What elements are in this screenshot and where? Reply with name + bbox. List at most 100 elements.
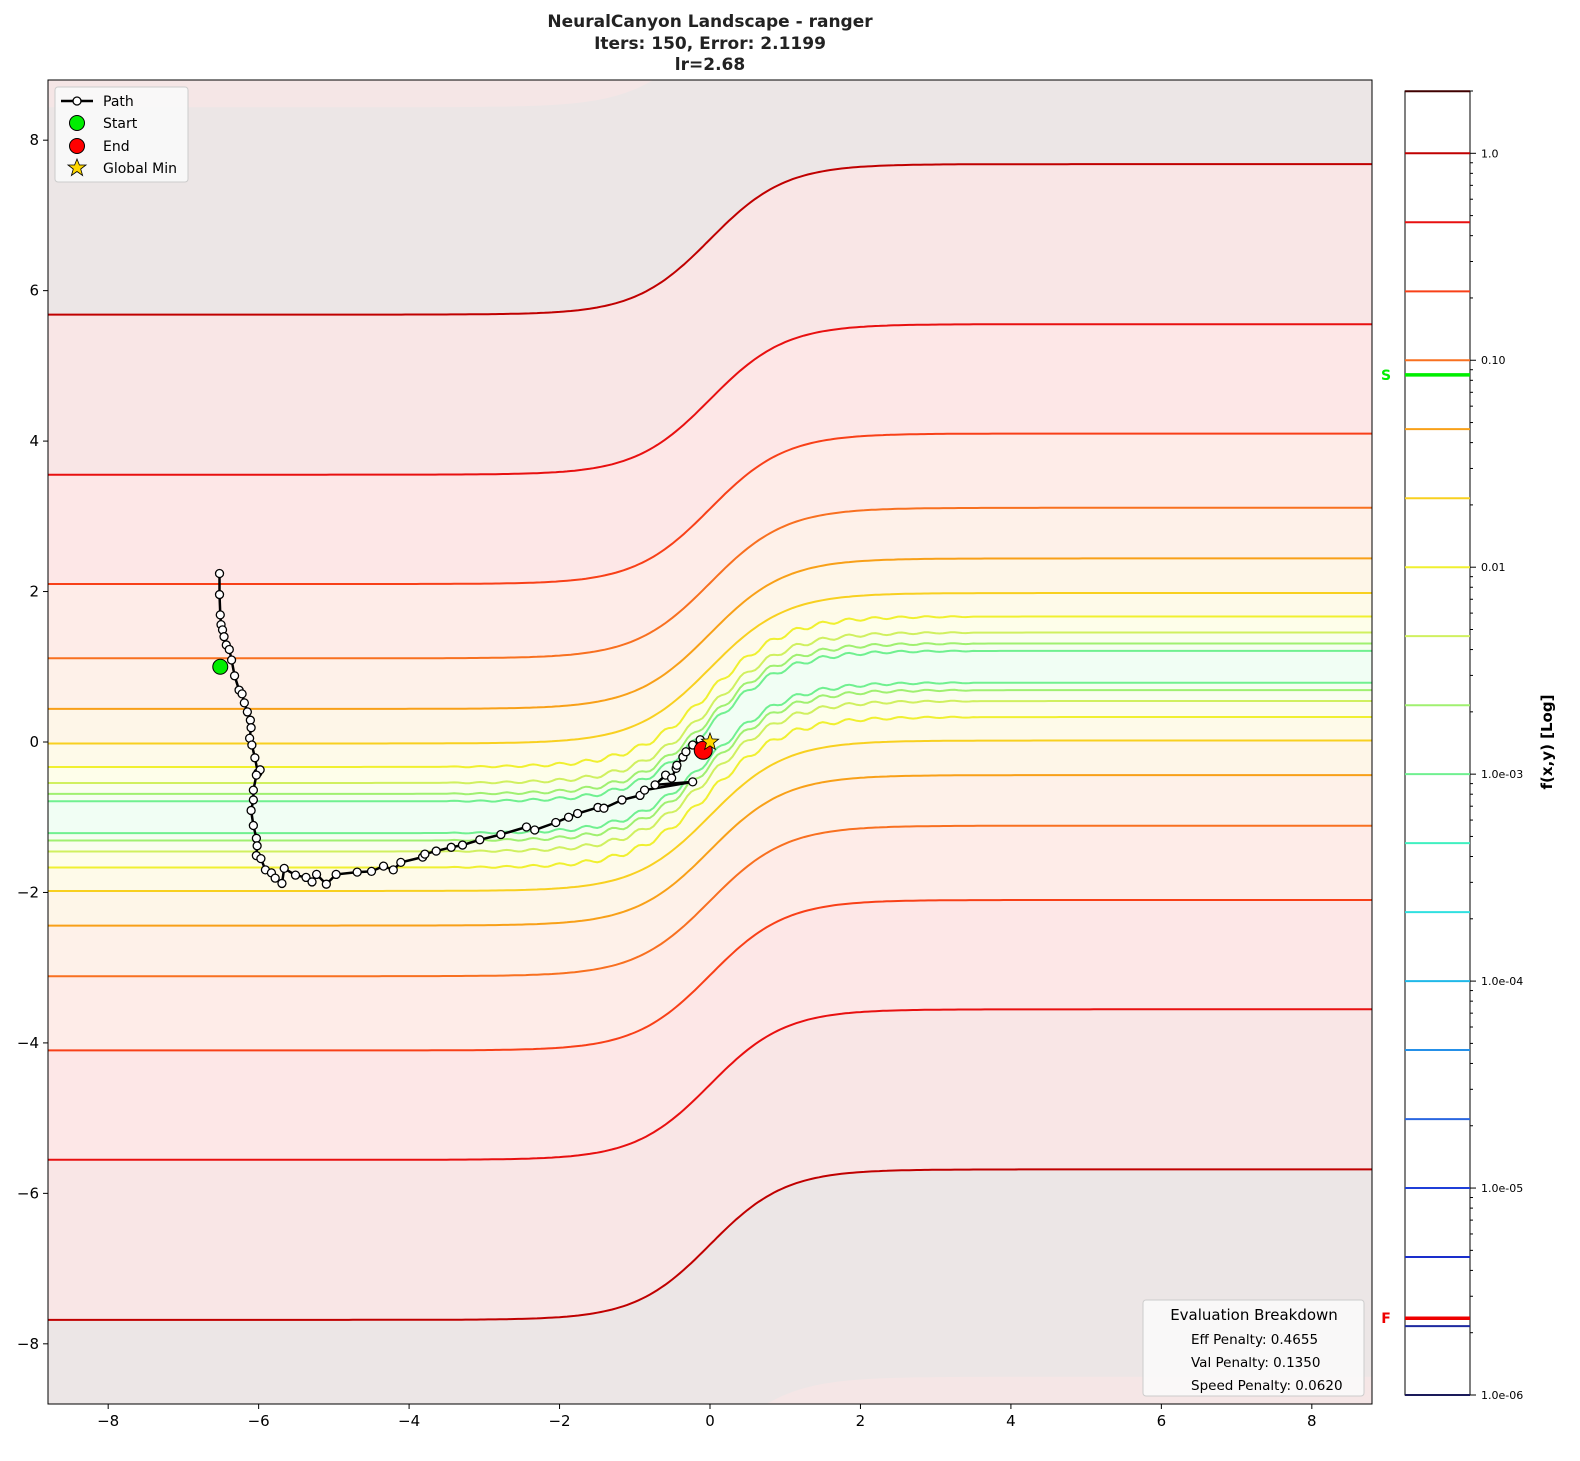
x-tick-label: 4 — [1006, 1412, 1016, 1430]
contour-line — [48, 681, 1372, 835]
legend-label-global-min: Global Min — [103, 161, 177, 177]
path-point — [572, 808, 583, 819]
path-point — [521, 822, 532, 832]
legend-label-end: End — [103, 139, 130, 155]
axis-ticks: −8 −6 −4 −2 0 2 4 6 8 −8 −6 −4 −2 0 2 4 6 8 — [17, 131, 1317, 1430]
y-tick-label: −8 — [17, 1335, 39, 1353]
contour-line — [48, 739, 1372, 892]
y-tick-label: 6 — [29, 282, 39, 300]
path-point — [301, 872, 311, 883]
colorbar-frame — [1404, 90, 1471, 1396]
path-point — [237, 689, 247, 699]
legend-start-icon — [69, 115, 85, 131]
contour-line — [48, 1008, 1372, 1161]
path-point — [378, 861, 389, 871]
eff-penalty: Eff Penalty: 0.4655 — [1191, 1332, 1318, 1348]
y-tick-label: 4 — [29, 432, 39, 450]
path-point — [321, 879, 331, 889]
legend-label-start: Start — [103, 116, 138, 132]
path-point — [331, 869, 341, 880]
path-point — [245, 715, 256, 725]
contour-line — [48, 557, 1372, 710]
contour-line — [48, 615, 1372, 769]
legend-global-min-star-icon — [66, 157, 88, 177]
colorbar-marker-label: S — [1381, 368, 1391, 384]
path-point — [248, 820, 259, 831]
path-point — [396, 857, 406, 868]
path-point — [251, 833, 262, 843]
y-tick-label: 2 — [29, 583, 39, 601]
colorbar-tick-label: 1.0e-05 — [1481, 1182, 1523, 1195]
contour-line — [48, 899, 1372, 1052]
path-point — [688, 777, 698, 787]
path-point — [307, 877, 317, 887]
path-point — [242, 707, 253, 717]
colorbar-tick-label: 0.10 — [1481, 354, 1506, 367]
path-point — [475, 835, 485, 845]
speed-penalty: Speed Penalty: 0.0620 — [1191, 1378, 1343, 1394]
x-tick-label: 2 — [856, 1412, 866, 1430]
path-point — [246, 805, 256, 816]
x-tick-label: −6 — [248, 1412, 270, 1430]
colorbar-tick-label: 1.0 — [1481, 147, 1499, 160]
path-point — [215, 610, 225, 620]
path-point — [599, 803, 609, 813]
path-point — [681, 747, 691, 757]
colorbar-label: f(x,y) [Log] — [1538, 695, 1556, 790]
contour-line — [48, 432, 1372, 585]
colorbar-tick-label: 1.0e-04 — [1481, 975, 1523, 988]
path-point — [256, 853, 266, 864]
colorbar-tick-label: 0.01 — [1481, 561, 1506, 574]
path-point — [420, 849, 430, 859]
x-tick-label: 0 — [705, 1412, 715, 1430]
colorbar-marker-label: F — [1381, 1311, 1391, 1327]
y-tick-label: −2 — [17, 883, 39, 901]
x-tick-label: 8 — [1307, 1412, 1317, 1430]
path-point — [251, 770, 262, 780]
contour-line — [48, 631, 1372, 785]
contour-line — [48, 323, 1372, 476]
evaluation-title: Evaluation Breakdown — [1170, 1306, 1338, 1324]
path-point — [366, 866, 377, 877]
contour-line — [48, 824, 1372, 978]
path-point — [639, 785, 650, 795]
global-min-marker — [700, 731, 720, 751]
path-point — [563, 812, 574, 822]
contour-line — [48, 649, 1372, 803]
legend-end-icon — [69, 138, 85, 154]
evaluation-breakdown-box: Evaluation Breakdown Eff Penalty: 0.4655… — [1142, 1299, 1365, 1397]
path-point — [239, 698, 249, 708]
path-point — [247, 740, 257, 750]
path-point — [290, 870, 301, 880]
contour-line — [48, 688, 1372, 842]
path-point — [388, 865, 398, 875]
y-tick-label: 8 — [29, 131, 39, 149]
path-point — [551, 817, 561, 828]
contour-line — [48, 642, 1372, 796]
path-point — [279, 863, 289, 874]
path-point — [650, 780, 660, 790]
legend-path-marker-icon — [72, 96, 82, 106]
path-point — [496, 829, 506, 840]
path-point — [431, 846, 441, 856]
chart-title-line-1: NeuralCanyon Landscape - ranger — [547, 12, 873, 32]
path-point — [270, 873, 280, 883]
path-point — [352, 867, 362, 877]
path-point — [250, 753, 260, 763]
x-tick-label: −8 — [97, 1412, 119, 1430]
contour-line — [48, 699, 1372, 853]
x-tick-label: 6 — [1157, 1412, 1167, 1430]
contour-line — [48, 592, 1372, 745]
contour-line — [48, 774, 1372, 927]
chart-title-line-2: Iters: 150, Error: 2.1199 — [594, 34, 826, 54]
path-point — [246, 723, 256, 733]
y-tick-label: −4 — [17, 1034, 39, 1052]
colorbar: 1.0 0.10 0.01 1.0e-03 1.0e-04 1.0e-05 1.0e-06 S… — [1381, 90, 1523, 1402]
path-point — [617, 795, 627, 805]
plot-area — [48, 80, 1372, 1404]
chart-title-line-3: lr=2.68 — [675, 55, 745, 75]
path-point — [214, 568, 225, 579]
path-point — [672, 760, 682, 770]
path-point — [229, 671, 240, 681]
